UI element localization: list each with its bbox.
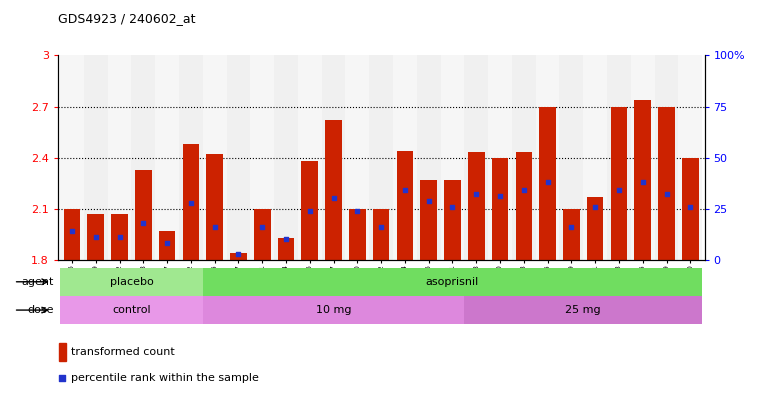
Bar: [464, 55, 488, 260]
Bar: [631, 55, 654, 260]
Text: placebo: placebo: [109, 277, 153, 287]
Bar: [444, 180, 460, 260]
Bar: [536, 55, 560, 260]
Point: [541, 179, 554, 185]
Bar: [658, 107, 675, 260]
Point: [565, 224, 578, 230]
Bar: [678, 55, 702, 260]
Bar: [182, 144, 199, 260]
Bar: [203, 268, 702, 296]
Bar: [539, 107, 556, 260]
Bar: [156, 55, 179, 260]
Bar: [278, 238, 294, 260]
Bar: [108, 55, 132, 260]
Bar: [563, 209, 580, 260]
Point: [661, 191, 673, 198]
Bar: [159, 231, 176, 260]
Bar: [346, 55, 370, 260]
Text: asoprisnil: asoprisnil: [426, 277, 479, 287]
Bar: [250, 55, 274, 260]
Text: control: control: [112, 305, 151, 315]
Point: [185, 199, 197, 206]
Bar: [88, 214, 104, 260]
Bar: [634, 100, 651, 260]
Point: [209, 224, 221, 230]
Point: [89, 234, 102, 241]
Point: [303, 208, 316, 214]
Bar: [488, 55, 512, 260]
Bar: [322, 55, 346, 260]
Bar: [370, 55, 393, 260]
Point: [399, 187, 411, 193]
Bar: [492, 158, 508, 260]
Point: [470, 191, 483, 198]
Point: [613, 187, 625, 193]
Bar: [654, 55, 678, 260]
Bar: [203, 296, 464, 324]
Bar: [682, 158, 698, 260]
Bar: [302, 161, 318, 260]
Bar: [59, 343, 66, 361]
Point: [256, 224, 269, 230]
Bar: [560, 55, 584, 260]
Bar: [84, 55, 108, 260]
Text: dose: dose: [28, 305, 54, 315]
Point: [113, 234, 126, 241]
Point: [351, 208, 363, 214]
Bar: [417, 55, 440, 260]
Bar: [420, 180, 437, 260]
Bar: [60, 55, 84, 260]
Bar: [515, 152, 532, 260]
Point: [423, 197, 435, 204]
Bar: [611, 107, 628, 260]
Bar: [373, 209, 390, 260]
Text: agent: agent: [22, 277, 54, 287]
Bar: [60, 296, 203, 324]
Point: [306, 258, 318, 264]
Point: [684, 204, 696, 210]
Point: [327, 195, 340, 202]
Bar: [179, 55, 203, 260]
Bar: [60, 268, 203, 296]
Text: 25 mg: 25 mg: [565, 305, 601, 315]
Text: transformed count: transformed count: [72, 347, 175, 357]
Bar: [230, 253, 247, 260]
Bar: [397, 151, 413, 260]
Bar: [587, 197, 604, 260]
Bar: [64, 209, 80, 260]
Bar: [206, 154, 223, 260]
Bar: [468, 152, 484, 260]
Text: 10 mg: 10 mg: [316, 305, 351, 315]
Point: [589, 204, 601, 210]
Bar: [325, 120, 342, 260]
Bar: [135, 169, 152, 260]
Bar: [298, 55, 322, 260]
Bar: [111, 214, 128, 260]
Point: [233, 250, 245, 257]
Bar: [464, 296, 702, 324]
Point: [161, 240, 173, 246]
Bar: [254, 209, 270, 260]
Point: [494, 193, 506, 200]
Bar: [349, 209, 366, 260]
Bar: [512, 55, 536, 260]
Text: percentile rank within the sample: percentile rank within the sample: [72, 373, 259, 383]
Bar: [203, 55, 226, 260]
Bar: [132, 55, 156, 260]
Bar: [393, 55, 417, 260]
Point: [280, 236, 292, 242]
Point: [375, 224, 387, 230]
Bar: [226, 55, 250, 260]
Bar: [584, 55, 607, 260]
Point: [66, 228, 79, 234]
Bar: [607, 55, 631, 260]
Point: [447, 204, 459, 210]
Point: [137, 220, 149, 226]
Point: [517, 187, 530, 193]
Bar: [274, 55, 298, 260]
Text: GDS4923 / 240602_at: GDS4923 / 240602_at: [58, 12, 196, 25]
Bar: [440, 55, 464, 260]
Point: [637, 179, 649, 185]
